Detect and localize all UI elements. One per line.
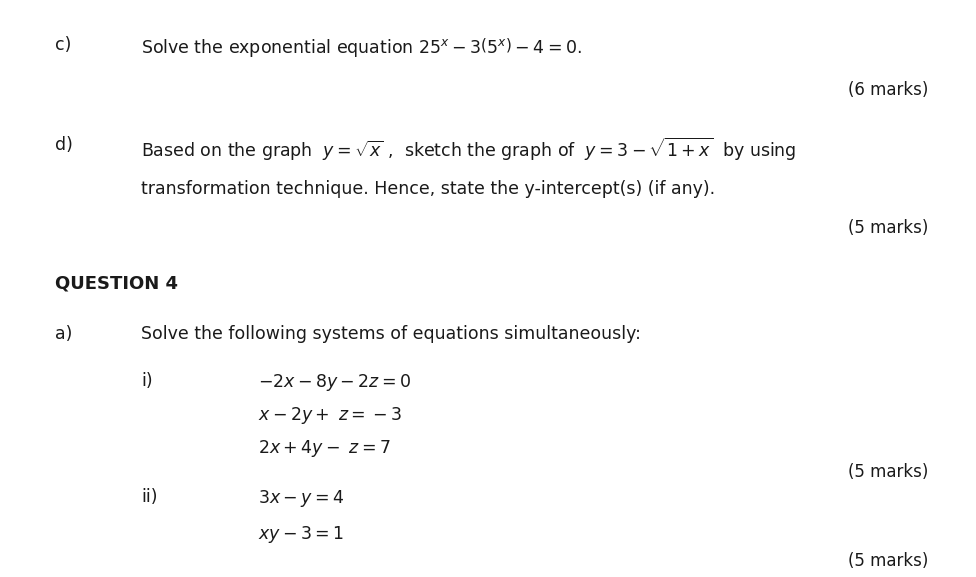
Text: (5 marks): (5 marks) [848, 552, 928, 569]
Text: ii): ii) [142, 488, 158, 506]
Text: $xy-3=1$: $xy-3=1$ [259, 524, 345, 545]
Text: Solve the exponential equation $25^{x}-3\left(5^{x}\right)-4=0$.: Solve the exponential equation $25^{x}-3… [142, 36, 582, 59]
Text: Solve the following systems of equations simultaneously:: Solve the following systems of equations… [142, 324, 641, 343]
Text: QUESTION 4: QUESTION 4 [55, 275, 179, 293]
Text: $3x-y=4$: $3x-y=4$ [259, 488, 345, 509]
Text: d): d) [55, 136, 73, 154]
Text: $x-2y+\ z=-3$: $x-2y+\ z=-3$ [259, 405, 402, 426]
Text: Based on the graph  $y=\sqrt{x}$ ,  sketch the graph of  $y=3-\sqrt{1+x}$  by us: Based on the graph $y=\sqrt{x}$ , sketch… [142, 136, 796, 163]
Text: (6 marks): (6 marks) [848, 81, 928, 99]
Text: transformation technique. Hence, state the y-intercept(s) (if any).: transformation technique. Hence, state t… [142, 181, 715, 198]
Text: $-2x-8y-2z=0$: $-2x-8y-2z=0$ [259, 372, 412, 392]
Text: $2x+4y-\ z=7$: $2x+4y-\ z=7$ [259, 438, 391, 459]
Text: a): a) [55, 324, 72, 343]
Text: i): i) [142, 372, 153, 389]
Text: c): c) [55, 36, 71, 54]
Text: (5 marks): (5 marks) [848, 219, 928, 237]
Text: (5 marks): (5 marks) [848, 463, 928, 481]
